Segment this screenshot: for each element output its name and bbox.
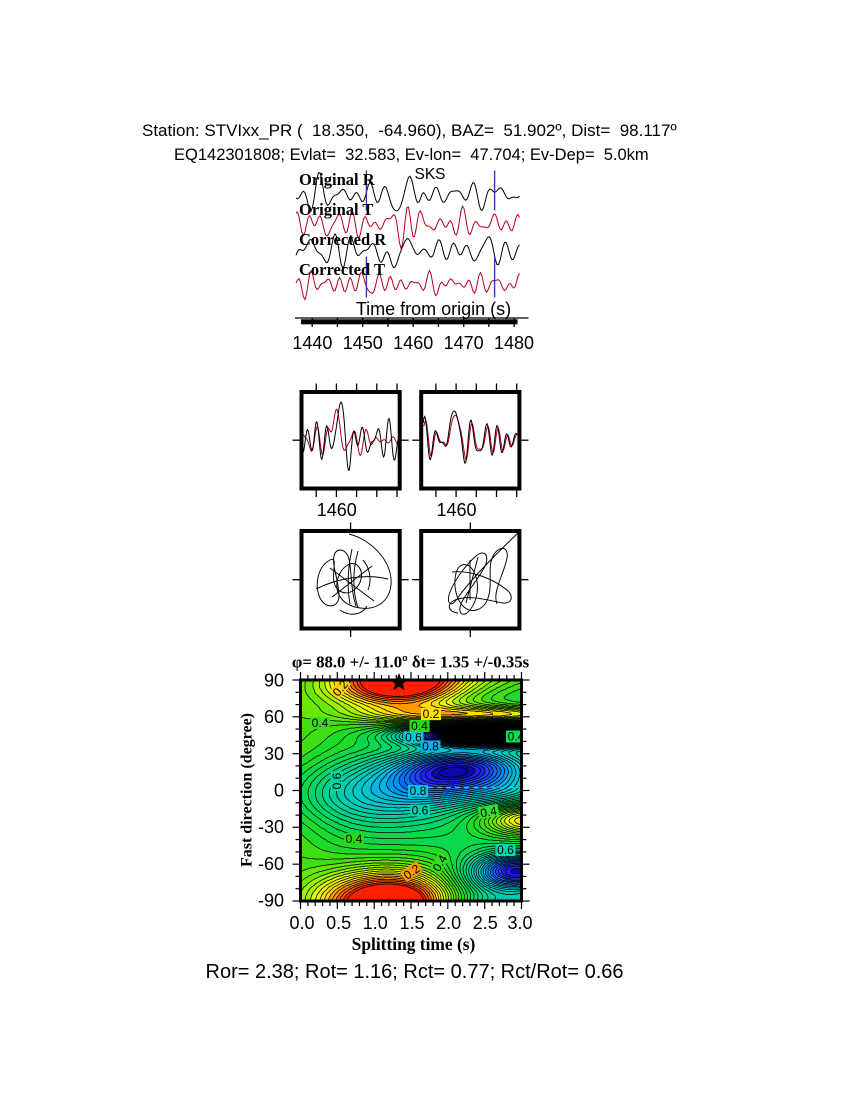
svg-text:1460: 1460 xyxy=(317,500,357,520)
svg-text:0.6: 0.6 xyxy=(330,772,344,789)
svg-text:3.0: 3.0 xyxy=(507,913,532,933)
svg-text:1.0: 1.0 xyxy=(363,913,388,933)
svg-text:60: 60 xyxy=(264,707,284,727)
svg-text:0: 0 xyxy=(274,781,284,801)
svg-text:Corrected T: Corrected T xyxy=(299,260,385,279)
svg-text:1470: 1470 xyxy=(444,333,484,353)
svg-text:0.4: 0.4 xyxy=(411,719,428,733)
svg-text:-30: -30 xyxy=(258,817,284,837)
svg-text:Original T: Original T xyxy=(299,200,373,219)
svg-text:1450: 1450 xyxy=(343,333,383,353)
svg-text:Original R: Original R xyxy=(299,170,376,189)
svg-text:0.8: 0.8 xyxy=(410,784,427,798)
svg-text:90: 90 xyxy=(264,670,284,690)
svg-text:0.6: 0.6 xyxy=(497,843,514,857)
svg-text:0.0: 0.0 xyxy=(289,913,314,933)
svg-text:0.6: 0.6 xyxy=(405,731,422,745)
svg-text:0.8: 0.8 xyxy=(422,740,439,754)
svg-text:Station: STVIxx_PR ( 18.350,: Station: STVIxx_PR ( 18.350, -64.960), B… xyxy=(142,121,677,140)
svg-text:-60: -60 xyxy=(258,854,284,874)
svg-text:0.4: 0.4 xyxy=(479,804,498,821)
svg-text:Splitting time (s): Splitting time (s) xyxy=(352,934,476,954)
svg-text:Ror= 2.38; Rot= 1.16; Rct= 0.7: Ror= 2.38; Rot= 1.16; Rct= 0.77; Rct/Rot… xyxy=(206,961,624,983)
svg-text:0.4: 0.4 xyxy=(346,832,363,846)
svg-text:EQ142301808; Evlat= 32.583, E: EQ142301808; Evlat= 32.583, Ev-lon= 47.7… xyxy=(174,146,649,164)
svg-text:φ= 88.0 +/- 11.0º δt= 1.35 +/-: φ= 88.0 +/- 11.0º δt= 1.35 +/-0.35s xyxy=(292,653,530,672)
svg-text:Fast direction (degree): Fast direction (degree) xyxy=(239,713,256,867)
svg-text:0.4: 0.4 xyxy=(508,730,525,744)
svg-text:0.4: 0.4 xyxy=(312,716,329,730)
svg-text:-90: -90 xyxy=(258,891,284,911)
svg-text:2.5: 2.5 xyxy=(473,913,498,933)
svg-text:1480: 1480 xyxy=(494,333,534,353)
svg-text:1440: 1440 xyxy=(292,333,332,353)
svg-text:Time from origin (s): Time from origin (s) xyxy=(356,299,511,319)
svg-text:1460: 1460 xyxy=(393,333,433,353)
svg-text:0.5: 0.5 xyxy=(326,913,351,933)
svg-text:0.2: 0.2 xyxy=(423,707,440,721)
svg-text:0.6: 0.6 xyxy=(412,804,429,818)
svg-text:1.5: 1.5 xyxy=(399,913,424,933)
svg-text:1460: 1460 xyxy=(436,500,476,520)
svg-text:Corrected R: Corrected R xyxy=(299,230,387,249)
svg-text:SKS: SKS xyxy=(414,166,445,183)
svg-text:30: 30 xyxy=(264,744,284,764)
svg-text:2.0: 2.0 xyxy=(436,913,461,933)
